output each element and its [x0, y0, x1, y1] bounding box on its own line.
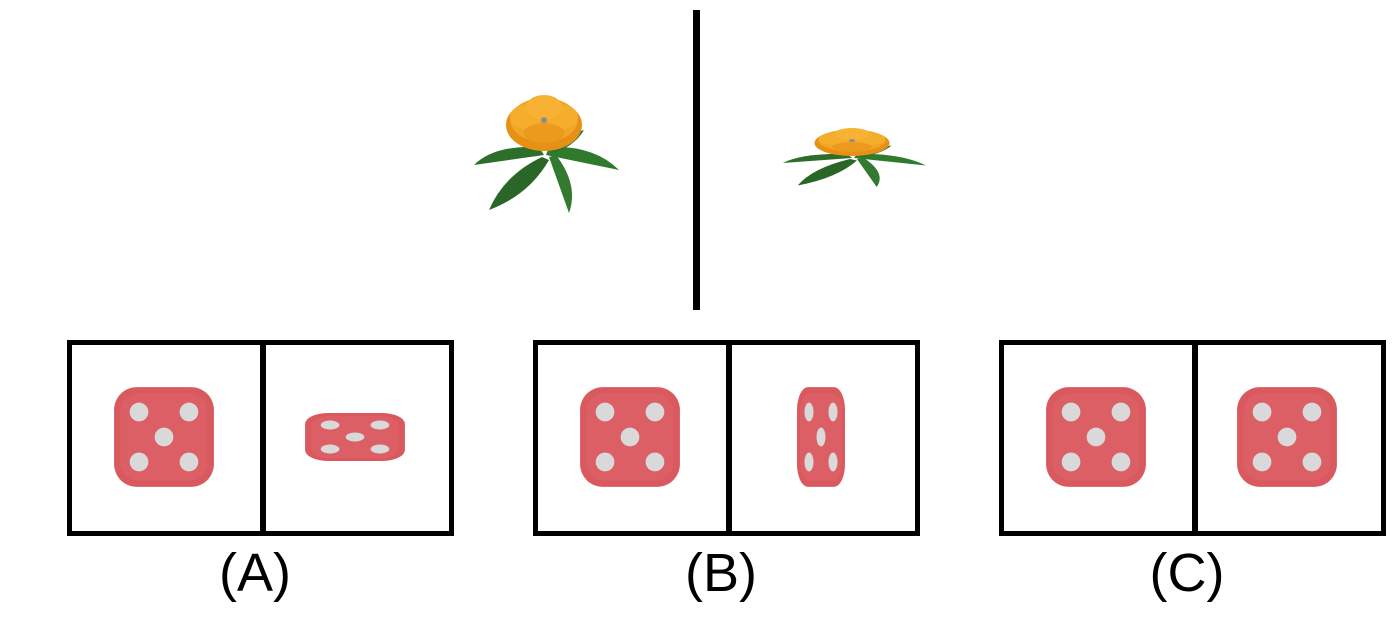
option-a[interactable]	[67, 340, 454, 536]
die-five-face-icon	[1044, 385, 1148, 489]
option-divider	[1192, 345, 1198, 531]
option-b[interactable]	[533, 340, 920, 536]
prompt-panel	[0, 10, 1395, 310]
option-frame	[999, 340, 1386, 536]
option-divider	[260, 345, 266, 531]
option-c[interactable]	[999, 340, 1386, 536]
option-label: (C)	[1149, 543, 1225, 603]
flower-icon	[773, 123, 931, 188]
option-label: (A)	[219, 543, 291, 603]
die-five-face-icon	[1235, 385, 1339, 489]
flower-icon	[464, 85, 624, 215]
option-frame	[533, 340, 920, 536]
die-five-face-icon	[112, 385, 216, 489]
option-frame	[67, 340, 454, 536]
option-divider	[726, 345, 732, 531]
die-five-face-icon	[796, 385, 846, 489]
die-five-face-icon	[578, 385, 682, 489]
die-five-face-icon	[303, 412, 407, 462]
divider-line	[693, 10, 700, 310]
option-label: (B)	[685, 543, 757, 603]
